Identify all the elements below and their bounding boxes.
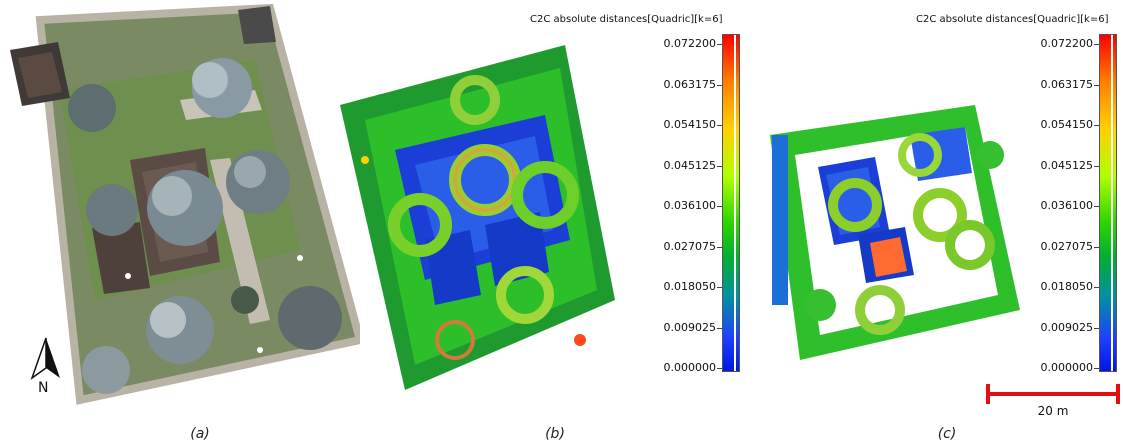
colorbar-tick-label: 0.072200	[1040, 37, 1094, 50]
colorbar-c-gradient	[1099, 34, 1117, 372]
colorbar-tick-label: 0.009025	[1040, 320, 1094, 334]
colorbar-tick-mark	[1094, 44, 1099, 45]
colorbar-tick-label: 0.072200	[663, 37, 717, 50]
panel-b-caption: (b)	[545, 426, 565, 442]
colorbar-b-title: C2C absolute distances[Quadric][k=6]	[530, 14, 723, 25]
colorbar-tick-mark	[1094, 84, 1099, 86]
colorbar-tick-label: 0.063175	[663, 77, 717, 91]
colorbar-tick-label: 0.045125	[1040, 158, 1094, 172]
colorbar-tick-mark	[1094, 165, 1099, 167]
colorbar-tick-mark	[1094, 327, 1099, 329]
colorbar-tick-mark	[1094, 287, 1099, 288]
c2c-distance-map-b-image	[340, 45, 615, 390]
point-cloud-rgb-image	[10, 3, 360, 405]
colorbar-tick-label: 0.000000	[663, 361, 717, 374]
colorbar-tick-label: 0.063175	[1040, 77, 1094, 91]
scale-bar	[986, 384, 1120, 404]
colorbar-tick-label: 0.036100	[663, 199, 717, 212]
colorbar-tick-mark	[717, 246, 722, 248]
colorbar-c-title: C2C absolute distances[Quadric][k=6]	[916, 14, 1109, 25]
colorbar-tick-label: 0.027075	[663, 239, 717, 253]
north-arrow-icon	[30, 337, 60, 380]
panel-a-caption: (a)	[190, 426, 210, 442]
colorbar-tick-label: 0.018050	[663, 280, 717, 293]
colorbar-tick-mark	[717, 327, 722, 329]
colorbar-tick-label: 0.054150	[663, 118, 717, 131]
colorbar-b-gradient	[722, 34, 740, 372]
colorbar-tick-mark	[717, 368, 722, 369]
colorbar-tick-mark	[1094, 125, 1099, 126]
colorbar-tick-label: 0.054150	[1040, 118, 1094, 131]
colorbar-tick-mark	[717, 165, 722, 167]
colorbar-tick-mark	[717, 287, 722, 288]
colorbar-tick-mark	[1094, 246, 1099, 248]
north-arrow-label: N	[38, 380, 49, 396]
colorbar-tick-mark	[717, 44, 722, 45]
panel-c-caption: (c)	[937, 426, 957, 442]
colorbar-tick-mark	[717, 125, 722, 126]
colorbar-tick-label: 0.027075	[1040, 239, 1094, 253]
colorbar-tick-label: 0.009025	[663, 320, 717, 334]
colorbar-tick-label: 0.000000	[1040, 361, 1094, 374]
colorbar-tick-mark	[1094, 368, 1099, 369]
scale-bar-label: 20 m	[1037, 404, 1069, 418]
colorbar-tick-label: 0.018050	[1040, 280, 1094, 293]
c2c-distance-map-c-image	[770, 105, 1020, 360]
colorbar-tick-mark	[1094, 206, 1099, 207]
colorbar-tick-label: 0.036100	[1040, 199, 1094, 212]
colorbar-tick-mark	[717, 206, 722, 207]
colorbar-tick-mark	[717, 84, 722, 86]
colorbar-tick-label: 0.045125	[663, 158, 717, 172]
